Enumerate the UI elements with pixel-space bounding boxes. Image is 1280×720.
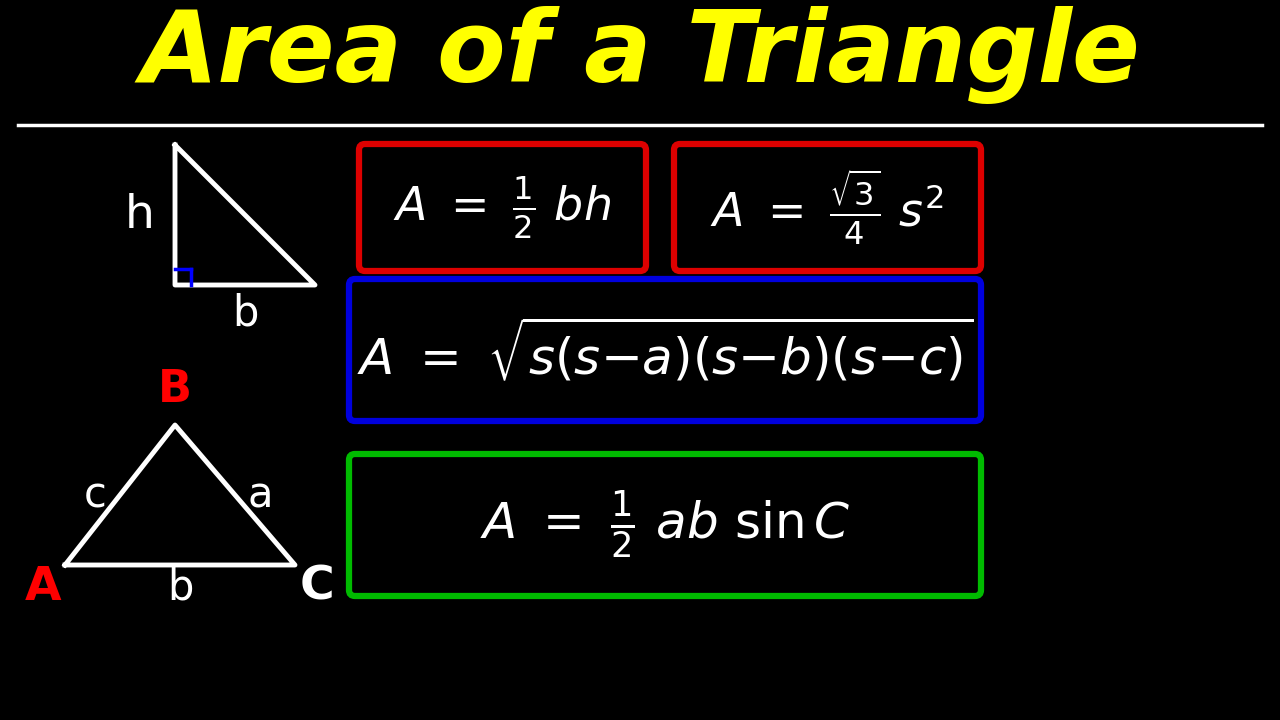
Text: B: B <box>157 369 192 412</box>
Text: Area of a Triangle: Area of a Triangle <box>140 6 1140 104</box>
Text: a: a <box>247 474 273 516</box>
FancyBboxPatch shape <box>349 279 980 421</box>
Text: A: A <box>24 564 61 610</box>
FancyBboxPatch shape <box>358 144 646 271</box>
Text: h: h <box>125 192 155 238</box>
Text: $A\ =\ \sqrt{s(s{-}a)(s{-}b)(s{-}c)}$: $A\ =\ \sqrt{s(s{-}a)(s{-}b)(s{-}c)}$ <box>357 316 973 384</box>
Text: b: b <box>232 292 259 334</box>
FancyBboxPatch shape <box>675 144 980 271</box>
Text: C: C <box>300 564 334 610</box>
Text: $A\ =\ \frac{1}{2}\ bh$: $A\ =\ \frac{1}{2}\ bh$ <box>393 174 612 240</box>
Text: c: c <box>83 474 106 516</box>
Text: b: b <box>166 566 193 608</box>
Text: $A\ =\ \frac{1}{2}\ ab\ \sin C$: $A\ =\ \frac{1}{2}\ ab\ \sin C$ <box>480 489 850 561</box>
Text: $A\ =\ \frac{\sqrt{3}}{4}\ s^{2}$: $A\ =\ \frac{\sqrt{3}}{4}\ s^{2}$ <box>710 168 945 247</box>
FancyBboxPatch shape <box>349 454 980 596</box>
